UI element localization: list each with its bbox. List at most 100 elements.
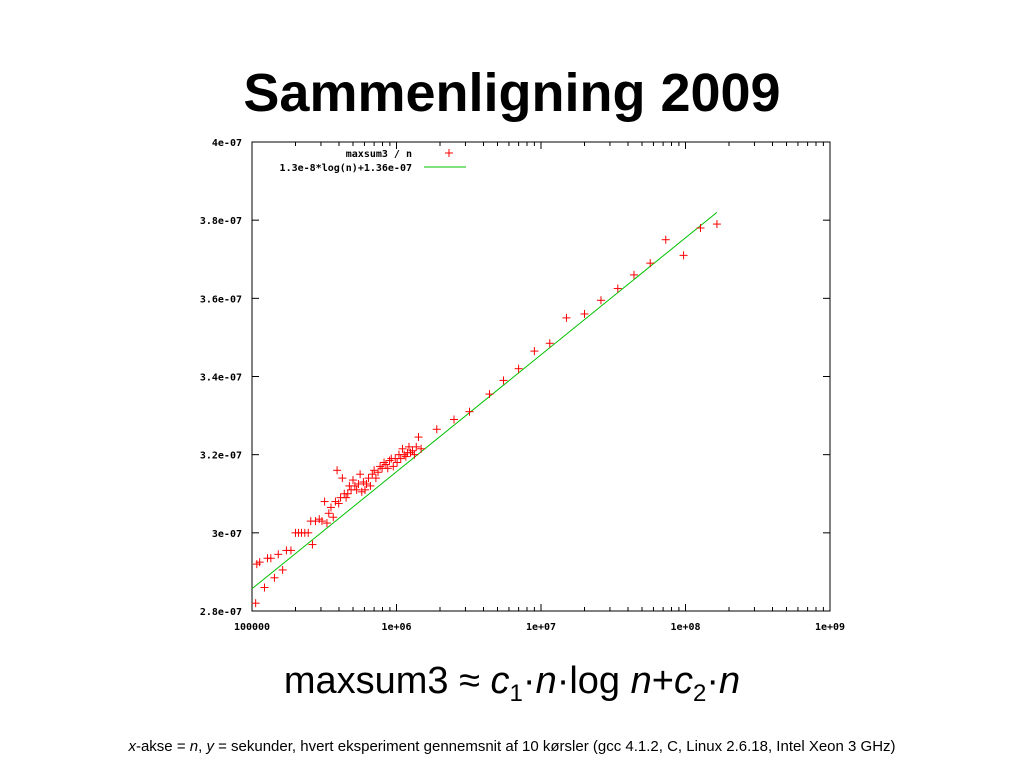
data-point (354, 479, 363, 488)
y-tick-label: 4e-07 (212, 138, 242, 149)
data-point (356, 470, 365, 479)
legend-marker-points (445, 149, 453, 157)
plot-border (251, 141, 831, 612)
data-point (408, 446, 417, 455)
data-point (374, 468, 383, 477)
data-point (370, 466, 379, 475)
data-point (349, 476, 358, 485)
x-tick-label: 1e+09 (815, 622, 845, 633)
x-tick-label: 1e+06 (381, 622, 411, 633)
data-point (646, 259, 655, 268)
data-point (661, 235, 670, 244)
formula-dot1: · (522, 660, 536, 702)
data-point (398, 444, 407, 453)
x-tick-labels: 100000 1e+06 1e+07 1e+08 1e+09 (234, 622, 845, 633)
formula-sub2: 2 (692, 680, 707, 707)
data-point (266, 554, 275, 563)
y-tick-label: 3.4e-07 (200, 373, 242, 384)
data-point (499, 376, 508, 385)
data-point (322, 519, 331, 528)
data-point (260, 583, 269, 592)
data-point (393, 458, 402, 467)
data-point (371, 474, 380, 483)
data-point (329, 513, 338, 522)
formula-prefix: maxsum3 ≈ (283, 660, 491, 702)
data-point (406, 448, 415, 457)
data-point (696, 223, 705, 232)
y-tick-label: 3.2e-07 (200, 451, 242, 462)
data-point (286, 546, 295, 555)
data-point (410, 450, 419, 459)
data-point (679, 251, 688, 260)
formula-n1: n (535, 660, 557, 702)
caption-n: n (189, 738, 199, 755)
formula-log: log (569, 660, 631, 702)
slide-title: Sammenligning 2009 (243, 63, 781, 123)
data-point (380, 458, 389, 467)
data-point (255, 558, 264, 567)
points-layer (251, 220, 721, 608)
data-point (308, 540, 317, 549)
data-point (412, 442, 421, 451)
data-point (562, 313, 571, 322)
data-point (414, 433, 423, 442)
y-tick-labels: 2.8e-07 3e-07 3.2e-07 3.4e-07 3.6e-07 3.8e-07… (200, 138, 242, 618)
formula-c2: c (673, 660, 693, 702)
data-point (404, 442, 413, 451)
data-point (320, 497, 329, 506)
caption-y: y (206, 738, 214, 755)
y-tick-label: 2.8e-07 (200, 607, 242, 618)
data-point (712, 220, 721, 229)
data-point (366, 481, 375, 490)
data-point (465, 407, 474, 416)
x-tick-label: 100000 (234, 622, 270, 633)
data-point (417, 444, 426, 453)
data-point (389, 462, 398, 471)
data-point (613, 284, 622, 293)
y-tick-label: 3.6e-07 (200, 294, 242, 305)
caption-comma: , (198, 738, 207, 755)
legend-label-points: maxsum3 / n (346, 149, 412, 160)
y-tick-label: 3.8e-07 (200, 216, 242, 227)
data-point (364, 474, 373, 483)
axis-ticks (251, 141, 831, 612)
data-point (368, 470, 377, 479)
data-point (331, 497, 340, 506)
formula: maxsum3 ≈ c1·n·log n+c2·n (0, 660, 1024, 708)
formula-n2: n (630, 660, 652, 702)
data-point (326, 503, 335, 512)
data-point (514, 364, 523, 373)
data-point (343, 489, 352, 498)
caption-akse: -akse = (135, 738, 190, 755)
data-point (381, 460, 390, 469)
formula-plus: + (651, 660, 674, 702)
legend-label-fit: 1.3e-8*log(n)+1.36e-07 (280, 163, 412, 174)
data-point (596, 296, 605, 305)
data-point (432, 425, 441, 434)
legend-plus (445, 149, 453, 157)
data-point (338, 474, 347, 483)
data-point (530, 347, 539, 356)
data-point (251, 599, 260, 608)
formula-n3: n (719, 660, 741, 702)
data-point (274, 550, 283, 559)
data-point (357, 487, 366, 496)
caption: x-akse = n, y = sekunder, hvert eksperim… (0, 738, 1024, 755)
caption-x: x (128, 738, 136, 755)
data-point (304, 528, 313, 537)
data-point (450, 415, 459, 424)
x-tick-label: 1e+08 (670, 622, 700, 633)
data-point (396, 454, 405, 463)
data-point (400, 450, 409, 459)
data-point (342, 493, 351, 502)
data-point (317, 517, 326, 526)
fit-line (251, 211, 718, 590)
fit-line-layer (251, 211, 718, 590)
formula-sub1: 1 (509, 680, 523, 707)
formula-dot2: · (556, 660, 570, 702)
x-tick-label: 1e+07 (526, 622, 556, 633)
scatter-chart: 100000 1e+06 1e+07 1e+08 1e+09 2.8e-07 3e-07 3… (200, 138, 845, 633)
y-tick-label: 3e-07 (212, 529, 242, 540)
data-point (629, 270, 638, 279)
data-point (376, 462, 385, 471)
